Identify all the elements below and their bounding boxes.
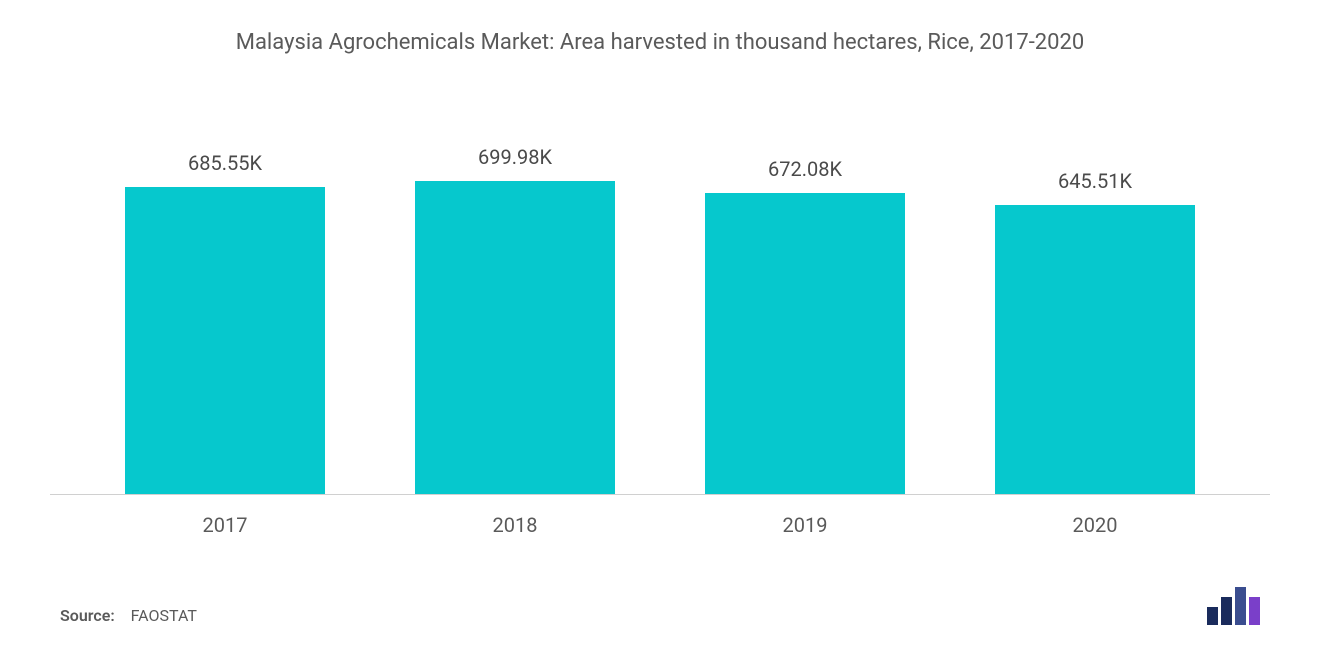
x-label-2020: 2020 xyxy=(967,513,1222,537)
bar-group-2017: 685.55K xyxy=(97,125,352,494)
bar-group-2018: 699.98K xyxy=(387,125,642,494)
source-label: Source: xyxy=(60,606,115,625)
x-label-2017: 2017 xyxy=(97,513,352,537)
source-attribution: Source: FAOSTAT xyxy=(60,606,197,625)
bar-2017 xyxy=(125,187,324,494)
x-label-2019: 2019 xyxy=(677,513,932,537)
bar-group-2019: 672.08K xyxy=(677,125,932,494)
bar-value-label: 699.98K xyxy=(478,145,552,169)
logo-bar-icon xyxy=(1207,607,1218,625)
bar-value-label: 645.51K xyxy=(1058,169,1132,193)
plot-area: 685.55K 699.98K 672.08K 645.51K xyxy=(50,125,1270,495)
bar-2019 xyxy=(705,193,904,494)
logo-bar-icon xyxy=(1235,587,1246,625)
bar-group-2020: 645.51K xyxy=(967,125,1222,494)
x-axis-labels: 2017 2018 2019 2020 xyxy=(50,495,1270,537)
chart-footer: Source: FAOSTAT xyxy=(50,587,1270,625)
bar-2020 xyxy=(995,205,1194,494)
bar-2018 xyxy=(415,181,614,494)
x-label-2018: 2018 xyxy=(387,513,642,537)
logo-bar-icon xyxy=(1221,597,1232,625)
logo-bar-icon xyxy=(1249,597,1260,625)
chart-title: Malaysia Agrochemicals Market: Area harv… xyxy=(50,30,1270,55)
chart-container: Malaysia Agrochemicals Market: Area harv… xyxy=(0,0,1320,665)
source-value: FAOSTAT xyxy=(131,606,197,625)
bar-value-label: 672.08K xyxy=(768,157,842,181)
brand-logo xyxy=(1207,587,1260,625)
bar-value-label: 685.55K xyxy=(188,151,262,175)
